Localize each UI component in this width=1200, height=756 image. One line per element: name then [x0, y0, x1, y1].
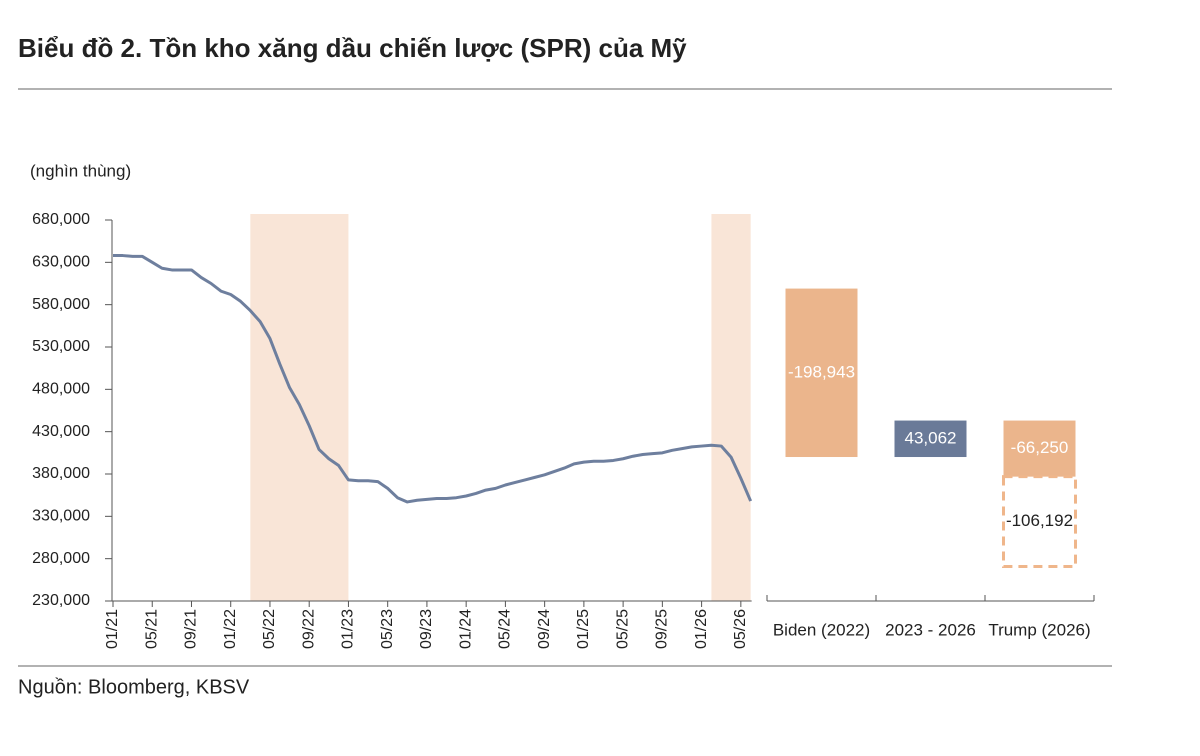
x-tick-label: 2023 - 2026	[885, 620, 976, 639]
x-tick-label: 01/21	[104, 609, 121, 649]
x-tick-label: Trump (2026)	[988, 620, 1090, 639]
x-tick-label: 05/24	[497, 609, 514, 649]
bar	[785, 288, 858, 458]
x-tick-label: 05/25	[614, 609, 631, 649]
value-label: -198,943	[788, 362, 855, 381]
projected-bar	[1002, 475, 1077, 569]
y-tick-label: 630,000	[32, 254, 90, 271]
line-series	[113, 254, 753, 504]
bar	[1003, 420, 1076, 477]
x-tick-label: 01/24	[457, 609, 474, 649]
x-tick-label: 01/22	[222, 609, 239, 649]
y-tick-label: 280,000	[32, 550, 90, 567]
bar	[894, 420, 967, 458]
x-tick-label: 09/24	[536, 609, 553, 649]
source: Nguồn: Bloomberg, KBSV	[18, 676, 250, 698]
y-tick-label: 430,000	[32, 423, 90, 440]
x-tick-label: 05/23	[379, 609, 396, 649]
y-tick-label: 480,000	[32, 381, 90, 398]
value-label: -106,192	[1006, 511, 1073, 530]
y-axis-label: (nghìn thùng)	[30, 161, 131, 180]
x-tick-label: 09/25	[654, 609, 671, 649]
x-tick-label: 09/21	[183, 609, 200, 649]
x-tick-label: Biden (2022)	[773, 620, 870, 639]
x-tick-label: 05/26	[732, 609, 749, 649]
value-label: -66,250	[1011, 438, 1069, 457]
x-tick-label: 05/22	[261, 609, 278, 649]
y-tick-label: 680,000	[32, 211, 90, 228]
x-tick-label: 01/25	[575, 609, 592, 649]
value-label: 43,062	[905, 428, 957, 447]
x-tick-label: 01/26	[693, 609, 710, 649]
y-tick-label: 380,000	[32, 465, 90, 482]
x-tick-label: 01/23	[340, 609, 357, 649]
title: Biểu đồ 2. Tồn kho xăng dầu chiến lược (…	[18, 33, 687, 63]
x-tick-label: 09/23	[418, 609, 435, 649]
x-tick-label: 09/22	[300, 609, 317, 649]
y-tick-label: 230,000	[32, 592, 90, 609]
x-tick-label: 05/21	[143, 609, 160, 649]
y-tick-label: 530,000	[32, 338, 90, 355]
y-tick-label: 580,000	[32, 296, 90, 313]
y-tick-label: 330,000	[32, 508, 90, 525]
shaded-range	[711, 214, 751, 601]
